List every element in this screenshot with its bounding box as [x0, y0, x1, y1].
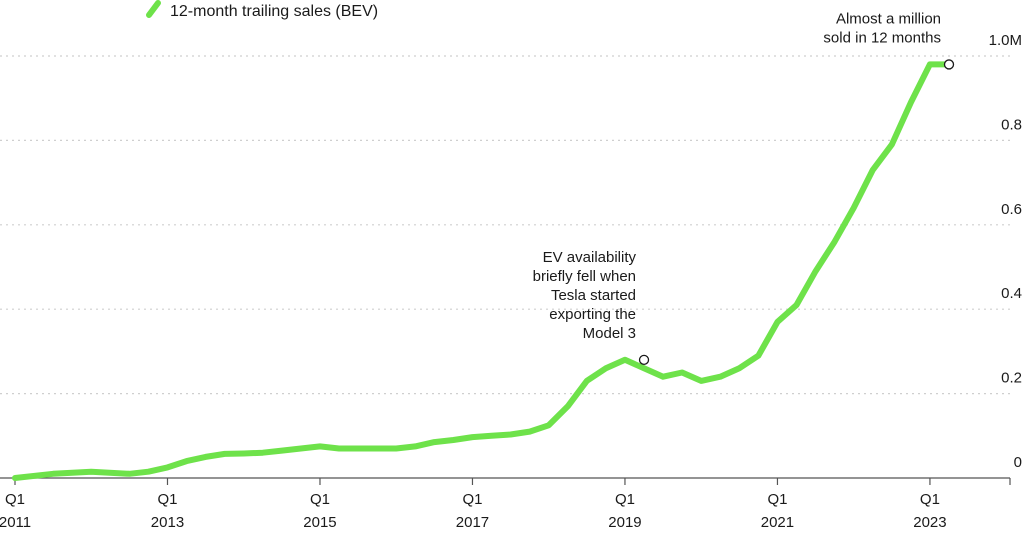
series-group: [12, 61, 952, 481]
x-tick-quarter: Q1: [157, 491, 177, 508]
annotation-marker: [943, 59, 955, 70]
y-tick-label: 1.0M: [989, 32, 1022, 49]
y-tick-label: 0.4: [1001, 285, 1022, 302]
annotation-text: exporting the: [549, 306, 636, 323]
y-tick-label: 0.8: [1001, 116, 1022, 133]
annotation-text: EV availability: [543, 249, 637, 266]
annotation-text: Tesla started: [551, 287, 636, 304]
y-tick-label: 0.6: [1001, 201, 1022, 218]
series-line: [12, 61, 952, 481]
legend-label: 12-month trailing sales (BEV): [170, 3, 378, 20]
x-tick-year: 2017: [456, 514, 489, 531]
x-tick-year: 2019: [608, 514, 641, 531]
annotation-text: Almost a million: [836, 10, 941, 27]
x-tick-quarter: Q1: [5, 491, 25, 508]
y-tick-label: 0.2: [1001, 370, 1022, 387]
y-axis: 0 0.2 0.4 0.6 0.8 1.0M: [989, 32, 1022, 471]
x-axis: Q1 2011 Q1 2013 Q1 2015 Q1 2017 Q1 2019 Q1 2021 Q1 20…: [0, 478, 1011, 531]
annotations: EV availability briefly fell when Tesla st…: [533, 10, 955, 365]
gridlines: [0, 55, 1010, 395]
x-tick-quarter: Q1: [462, 491, 482, 508]
legend: 12-month trailing sales (BEV): [146, 0, 378, 20]
x-tick-quarter: Q1: [310, 491, 330, 508]
x-tick-year: 2015: [303, 514, 336, 531]
x-tick-quarter: Q1: [615, 491, 635, 508]
x-tick-year: 2021: [761, 514, 794, 531]
x-tick-year: 2023: [913, 514, 946, 531]
annotation-marker: [638, 354, 650, 365]
annotation-text: sold in 12 months: [823, 29, 941, 46]
x-tick-year: 2013: [151, 514, 184, 531]
x-tick-quarter: Q1: [920, 491, 940, 508]
y-tick-label: 0: [1014, 454, 1022, 471]
annotation-text: briefly fell when: [533, 268, 636, 285]
legend-swatch: [146, 0, 161, 18]
x-tick-year: 2011: [0, 514, 31, 531]
annotation-text: Model 3: [583, 325, 636, 342]
x-tick-quarter: Q1: [767, 491, 787, 508]
